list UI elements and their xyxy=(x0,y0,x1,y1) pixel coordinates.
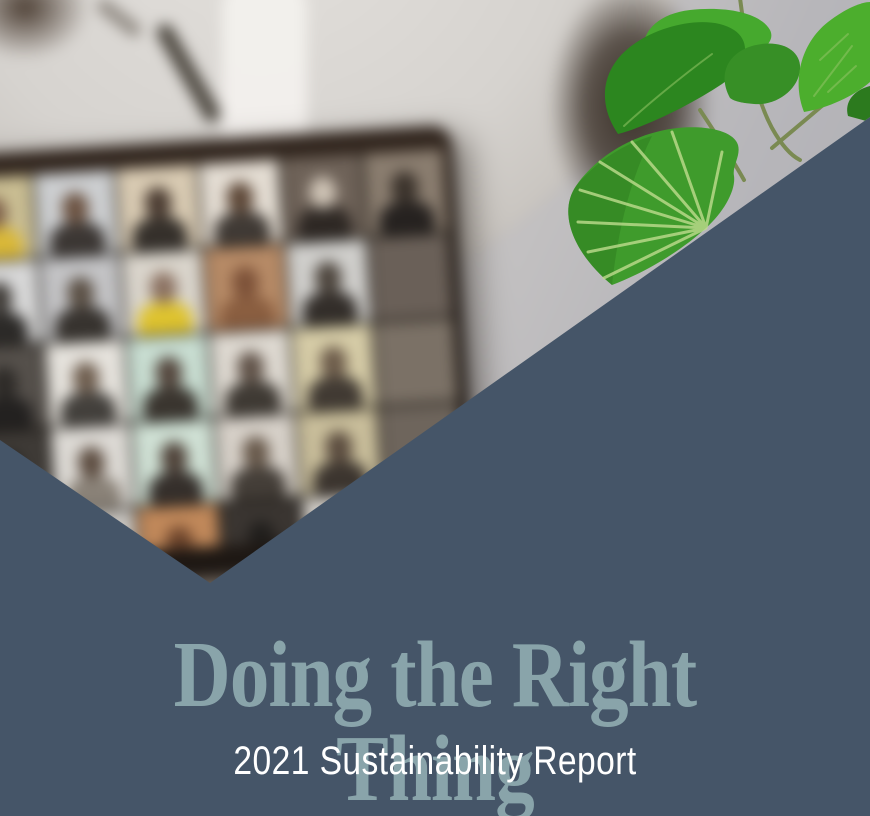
participant-body xyxy=(300,288,359,326)
participant-body xyxy=(0,224,25,262)
participant-body xyxy=(316,542,375,562)
participant-body xyxy=(141,383,200,422)
participant-body xyxy=(146,468,205,506)
video-cell xyxy=(384,488,467,562)
report-title: Doing the Right Thing xyxy=(173,623,697,816)
participant-body xyxy=(64,473,123,512)
participant-body xyxy=(311,457,370,496)
participant-head xyxy=(0,450,24,486)
video-cell xyxy=(208,329,294,416)
participant-head xyxy=(247,519,277,555)
participant-body xyxy=(69,558,128,562)
participant-body xyxy=(59,388,118,427)
participant-body xyxy=(213,208,272,247)
video-cell xyxy=(0,344,47,432)
participant-body xyxy=(136,298,195,337)
participant-body xyxy=(48,219,107,257)
participant-head xyxy=(0,281,14,316)
video-cell xyxy=(214,413,299,501)
desk-shadow xyxy=(0,583,501,620)
video-cell xyxy=(0,429,52,517)
participant-body xyxy=(306,373,365,411)
report-subtitle: 2021 Sustainability Report xyxy=(233,739,637,783)
participant-body xyxy=(0,309,30,347)
participant-body xyxy=(223,378,282,416)
video-cell xyxy=(291,323,376,411)
plant-leaf xyxy=(724,43,801,105)
participant-body xyxy=(53,303,112,342)
video-cell xyxy=(198,159,283,247)
video-cell xyxy=(203,244,289,332)
leaf-vein xyxy=(813,33,857,97)
video-cell xyxy=(33,169,119,257)
cover-photo xyxy=(0,0,870,620)
video-cell xyxy=(302,493,387,562)
participant-body xyxy=(218,293,277,332)
participant-body xyxy=(152,553,211,562)
desk-surface xyxy=(0,557,501,583)
video-cell xyxy=(0,259,42,347)
plant-leaf xyxy=(847,86,870,122)
participant-body xyxy=(295,203,354,242)
participant-body xyxy=(130,213,189,252)
video-cell xyxy=(296,408,382,496)
participant-body xyxy=(234,547,293,562)
video-cell xyxy=(137,503,222,562)
video-cell xyxy=(38,254,124,342)
video-cell xyxy=(44,339,129,427)
video-cell xyxy=(126,334,212,422)
video-cell xyxy=(115,164,201,252)
video-cell xyxy=(0,174,36,262)
participant-body xyxy=(0,393,35,432)
video-call-grid xyxy=(0,148,467,562)
plant-leaf-shade xyxy=(568,136,652,285)
video-cell xyxy=(54,509,140,562)
video-cell xyxy=(131,419,217,506)
participant-head xyxy=(329,514,359,550)
participant-head xyxy=(82,530,112,562)
participant-head xyxy=(164,525,194,560)
plant-leaf xyxy=(604,22,746,134)
leaf-vein xyxy=(623,53,713,127)
video-cell xyxy=(219,498,305,562)
video-cell xyxy=(49,424,135,512)
video-cell xyxy=(285,239,371,326)
video-cell xyxy=(280,154,366,242)
video-cell xyxy=(0,514,58,562)
plant-leaf xyxy=(798,2,870,112)
video-cell xyxy=(121,249,206,337)
plant xyxy=(568,0,870,285)
participant-body xyxy=(229,463,288,501)
leaf-vein xyxy=(576,130,724,280)
participant-body xyxy=(0,478,41,517)
video-cell xyxy=(379,403,464,491)
